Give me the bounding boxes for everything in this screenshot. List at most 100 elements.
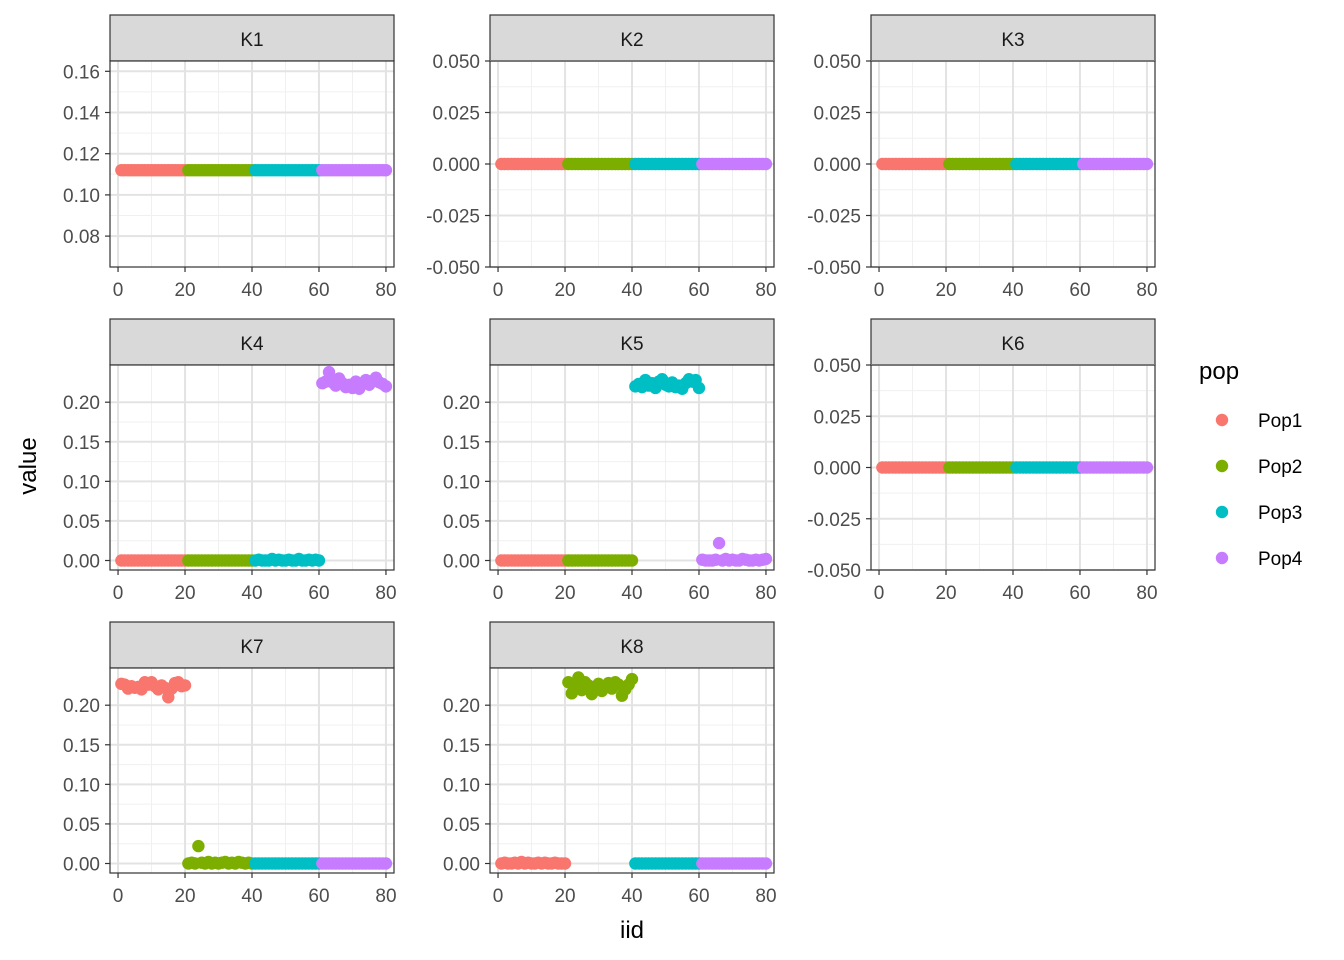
facet-strip-label: K2 [620, 30, 643, 51]
y-tick-label: 0.000 [813, 459, 861, 480]
x-tick-label: 0 [113, 886, 124, 907]
x-tick-label: 0 [493, 583, 504, 604]
facet-panel-K3: K3 0 20 40 60 80 -0.050 -0.025 0.000 0.025 0.050 [807, 14, 1158, 301]
x-tick-label: 0 [113, 280, 124, 301]
facet-strip [870, 318, 1156, 366]
x-tick-label: 40 [621, 886, 642, 907]
y-tick-label: 0.20 [63, 393, 100, 414]
x-tick-label: 40 [241, 583, 262, 604]
legend-label: Pop1 [1258, 411, 1302, 432]
legend-label: Pop3 [1258, 503, 1302, 524]
x-tick-label: 40 [621, 583, 642, 604]
x-tick-label: 40 [241, 886, 262, 907]
facet-strip [489, 318, 775, 366]
data-point-pop4 [379, 380, 393, 393]
x-tick-label: 20 [554, 886, 575, 907]
x-tick-label: 60 [688, 280, 709, 301]
legend-item-pop1: Pop1 [1215, 411, 1302, 432]
data-point-pop4 [379, 857, 393, 870]
y-tick-label: 0.12 [63, 145, 100, 166]
y-tick-label: -0.025 [807, 207, 861, 228]
legend-key [1215, 551, 1229, 565]
x-tick-label: 20 [935, 583, 956, 604]
facet-panel-K1: K1 0 20 40 60 80 0.08 0.10 0.12 0.14 0.16 [63, 14, 397, 301]
data-point-pop4 [379, 163, 393, 177]
x-tick-label: 80 [375, 583, 396, 604]
y-axis-title: value [15, 437, 42, 494]
data-point-pop2 [625, 554, 639, 567]
x-tick-label: 40 [241, 280, 262, 301]
x-tick-label: 40 [621, 280, 642, 301]
x-tick-label: 60 [308, 886, 329, 907]
facet-strip-label: K5 [620, 334, 643, 355]
y-tick-label: 0.025 [813, 104, 861, 125]
y-tick-label: 0.16 [63, 62, 100, 83]
facet-strip-label: K1 [240, 30, 263, 51]
x-tick-label: 80 [755, 886, 776, 907]
y-tick-label: 0.10 [63, 775, 100, 796]
data-point-pop1 [178, 679, 192, 692]
x-tick-label: 40 [1002, 583, 1023, 604]
facet-strip-label: K7 [240, 637, 263, 658]
data-point-pop1 [558, 857, 572, 870]
y-tick-label: -0.050 [426, 258, 480, 279]
x-tick-label: 0 [493, 886, 504, 907]
y-tick-label: 0.15 [443, 433, 480, 454]
x-tick-label: 80 [1136, 280, 1157, 301]
x-tick-label: 20 [174, 583, 195, 604]
x-tick-label: 20 [174, 886, 195, 907]
y-tick-label: -0.025 [426, 207, 480, 228]
facet-panel-K4: K4 0 20 40 60 80 0.00 0.05 0.10 0.15 0.20 [63, 318, 397, 604]
y-tick-label: 0.050 [813, 356, 861, 377]
facet-strip [489, 621, 775, 669]
facet-panel-K2: K2 0 20 40 60 80 -0.050 -0.025 0.000 0.025 0.050 [426, 14, 777, 301]
facet-panel-K5: K5 0 20 40 60 80 0.00 0.05 0.10 0.15 0.20 [443, 318, 777, 604]
x-tick-label: 60 [308, 280, 329, 301]
y-tick-label: 0.00 [63, 855, 100, 876]
y-tick-label: 0.10 [63, 472, 100, 493]
legend-key [1215, 459, 1229, 473]
facet-panel-K6: K6 0 20 40 60 80 -0.050 -0.025 0.000 0.025 0.050 [807, 318, 1158, 604]
data-point-pop3 [692, 381, 706, 395]
legend-item-pop4: Pop4 [1215, 549, 1303, 570]
x-axis-title: iid [620, 917, 644, 944]
y-tick-label: 0.10 [443, 775, 480, 796]
x-tick-label: 60 [1069, 583, 1090, 604]
x-tick-label: 20 [554, 583, 575, 604]
y-tick-label: 0.025 [432, 104, 480, 125]
facet-strip [109, 14, 395, 62]
facet-panel-K7: K7 0 20 40 60 80 0.00 0.05 0.10 0.15 0.20 [63, 621, 397, 907]
y-tick-label: 0.00 [63, 552, 100, 573]
x-tick-label: 20 [174, 280, 195, 301]
facet-strip-label: K8 [620, 637, 643, 658]
x-tick-label: 60 [1069, 280, 1090, 301]
y-tick-label: 0.05 [63, 512, 100, 533]
y-tick-label: 0.050 [432, 52, 480, 73]
y-tick-label: 0.10 [443, 472, 480, 493]
data-point-pop4 [759, 157, 773, 171]
data-point-pop3 [312, 554, 326, 567]
x-tick-label: 80 [755, 583, 776, 604]
facet-panels: K1 0 20 40 60 80 0.08 0.10 0.12 0.14 0.16 K2 0 20 40 60… [63, 14, 1158, 907]
facet-strip [870, 14, 1156, 62]
x-tick-label: 80 [375, 886, 396, 907]
y-tick-label: 0.00 [443, 552, 480, 573]
x-tick-label: 80 [375, 280, 396, 301]
x-tick-label: 20 [935, 280, 956, 301]
y-tick-label: 0.05 [443, 512, 480, 533]
facet-strip [109, 621, 395, 669]
facet-strip [489, 14, 775, 62]
data-point-pop4 [322, 365, 336, 379]
y-tick-label: 0.050 [813, 52, 861, 73]
legend-item-pop2: Pop2 [1215, 457, 1302, 478]
y-tick-label: 0.10 [63, 186, 100, 207]
facet-strip-label: K4 [240, 334, 264, 355]
y-tick-label: 0.20 [443, 393, 480, 414]
y-tick-label: -0.050 [807, 258, 861, 279]
x-tick-label: 20 [554, 280, 575, 301]
legend-title: pop [1199, 358, 1239, 385]
y-tick-label: 0.00 [443, 855, 480, 876]
y-tick-label: -0.050 [807, 561, 861, 582]
x-tick-label: 0 [874, 280, 885, 301]
